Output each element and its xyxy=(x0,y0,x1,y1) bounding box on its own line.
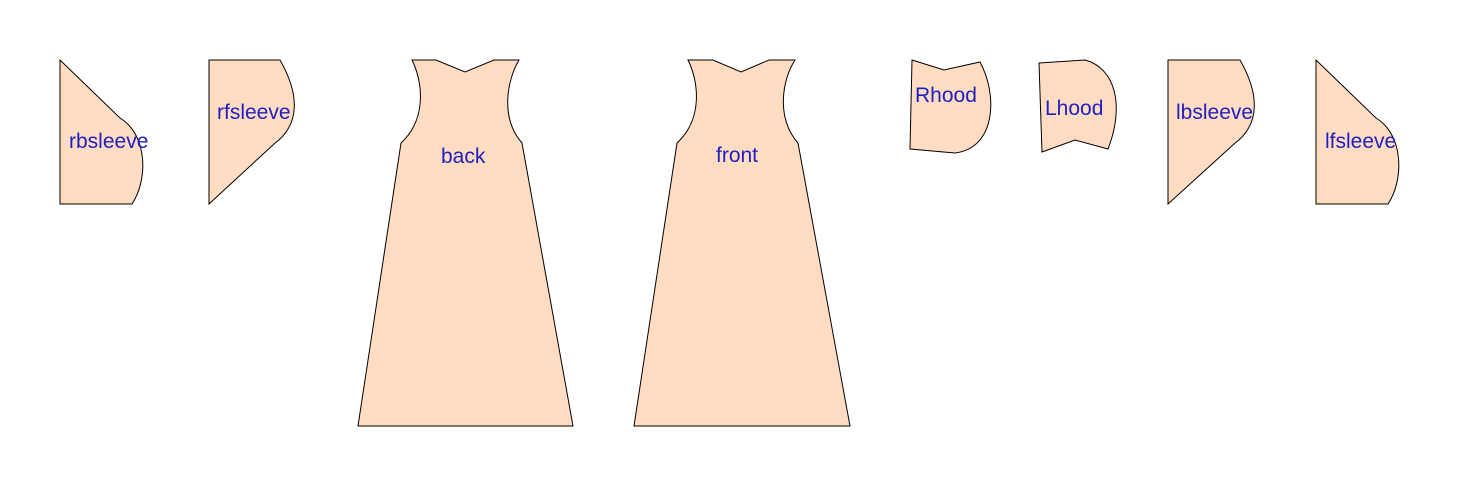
piece-rhood-shape xyxy=(909,59,992,154)
piece-rfsleeve-shape xyxy=(208,59,295,206)
piece-rhood: Rhood xyxy=(909,59,992,154)
piece-rfsleeve-label: rfsleeve xyxy=(217,101,291,124)
piece-lbsleeve: lbsleeve xyxy=(1167,59,1255,206)
piece-rbsleeve: rbsleeve xyxy=(59,58,148,205)
piece-lfsleeve: lfsleeve xyxy=(1315,58,1400,205)
piece-back-shape xyxy=(357,59,574,427)
piece-rhood-label: Rhood xyxy=(915,84,977,107)
piece-back-label: back xyxy=(441,145,486,168)
piece-front-label: front xyxy=(716,144,758,167)
piece-rbsleeve-label: rbsleeve xyxy=(69,130,148,153)
piece-lhood: Lhood xyxy=(1038,59,1117,153)
piece-lbsleeve-label: lbsleeve xyxy=(1176,101,1253,124)
piece-rbsleeve-shape xyxy=(59,58,144,205)
piece-front-shape xyxy=(633,59,851,427)
piece-rfsleeve: rfsleeve xyxy=(208,59,295,206)
piece-lhood-label: Lhood xyxy=(1045,97,1103,120)
piece-lhood-shape xyxy=(1038,59,1117,153)
piece-lfsleeve-shape xyxy=(1315,58,1400,205)
piece-lbsleeve-shape xyxy=(1167,59,1255,206)
piece-back: back xyxy=(357,59,574,427)
piece-lfsleeve-label: lfsleeve xyxy=(1325,130,1396,153)
piece-front: front xyxy=(633,59,851,427)
